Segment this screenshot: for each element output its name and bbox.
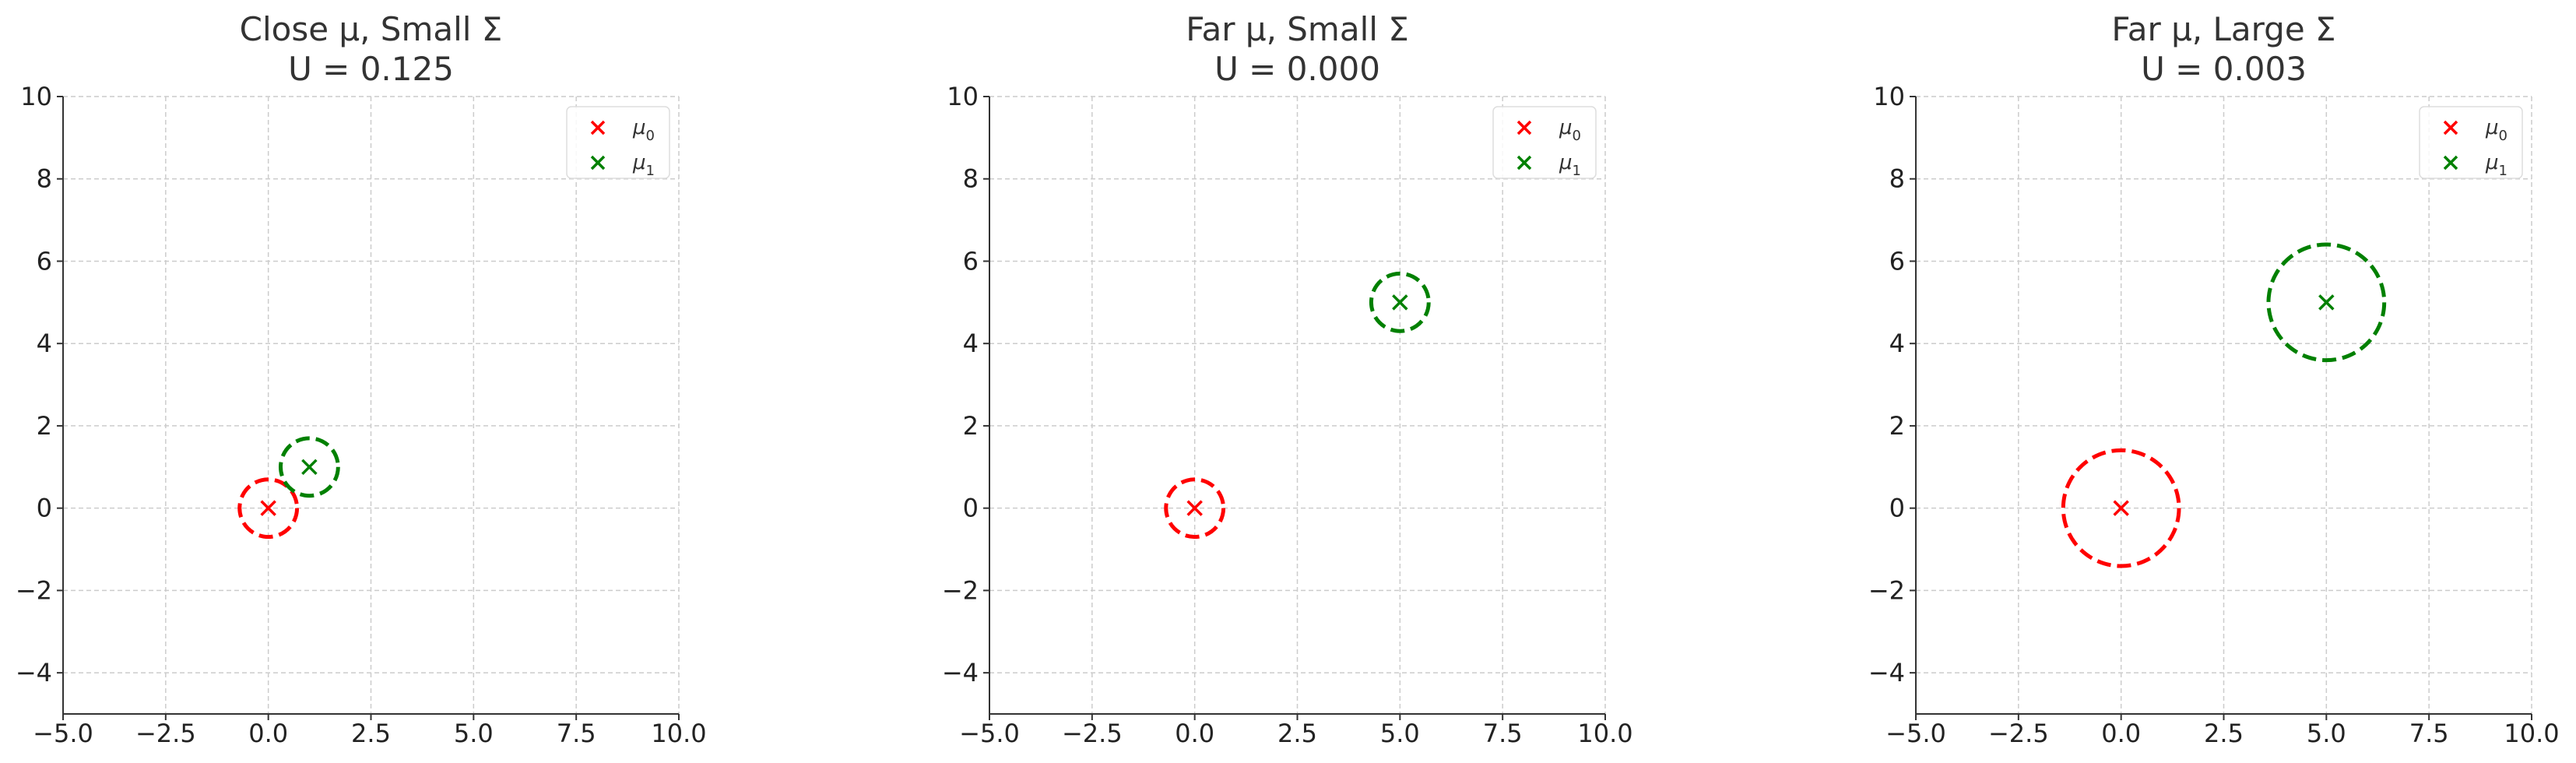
y-tick-label: 4 xyxy=(1889,329,1905,358)
legend-box xyxy=(1492,106,1597,179)
x-tick-label: −2.5 xyxy=(135,719,196,748)
x-tick-label: 5.0 xyxy=(2307,719,2346,748)
legend-marker xyxy=(590,155,606,171)
legend-label: μ0 xyxy=(2485,116,2507,144)
x-tick-label: 2.5 xyxy=(1277,719,1317,748)
chart-subtitle: U = 0.125 xyxy=(288,50,454,88)
x-tick-label: 2.5 xyxy=(2204,719,2244,748)
y-tick-label: 10 xyxy=(1873,82,1905,111)
x-tick-label: 0.0 xyxy=(248,719,288,748)
legend-label: μ1 xyxy=(632,151,655,179)
legend-marker xyxy=(590,120,606,135)
legend-marker xyxy=(2443,155,2458,171)
y-tick-label: 8 xyxy=(37,164,52,194)
covariance-circle-μ1 xyxy=(278,436,340,498)
x-tick-label: 7.5 xyxy=(557,719,596,748)
x-tick-label: 10.0 xyxy=(1577,719,1632,748)
y-tick-label: −2 xyxy=(942,575,979,605)
y-tick-label: 4 xyxy=(963,329,979,358)
chart-title: Far μ, Large Σ xyxy=(2111,10,2335,48)
x-tick-label: −2.5 xyxy=(1062,719,1123,748)
covariance-circle-μ0 xyxy=(237,477,300,540)
x-tick-label: 0.0 xyxy=(1175,719,1214,748)
chart-subtitle: U = 0.000 xyxy=(1214,50,1380,88)
subplots: −5.0 −2.5 0.0 2.5 5.0 7.5 10.0 −4 −2 0 2 4 6 8 10 Close… xyxy=(16,10,2560,748)
legend-label: μ1 xyxy=(1559,151,1581,179)
mean-marker-μ1 xyxy=(1392,294,1408,311)
legend-label: μ0 xyxy=(1559,116,1581,144)
covariance-circle-μ1 xyxy=(1369,271,1431,333)
chart-subtitle: U = 0.003 xyxy=(2141,50,2307,88)
subplot-2: −5.0 −2.5 0.0 2.5 5.0 7.5 10.0 −4 −2 0 2 4 6 8 10 Far μ… xyxy=(942,10,1633,748)
x-tick-label: 5.0 xyxy=(454,719,494,748)
legend-label: μ1 xyxy=(2485,151,2507,179)
y-tick-label: 0 xyxy=(1889,494,1905,523)
y-tick-label: 8 xyxy=(1889,164,1905,194)
mean-marker-μ1 xyxy=(301,459,318,476)
y-tick-label: −4 xyxy=(16,658,52,687)
mean-marker-μ0 xyxy=(1186,500,1203,516)
covariance-circle-μ0 xyxy=(1164,477,1226,540)
y-tick-label: 2 xyxy=(1889,411,1905,441)
legend-marker xyxy=(1516,155,1532,171)
y-tick-label: 2 xyxy=(963,411,979,441)
x-tick-label: 2.5 xyxy=(351,719,391,748)
x-tick-label: −5.0 xyxy=(33,719,93,748)
y-tick-label: −2 xyxy=(1868,575,1905,605)
subplot-1: −5.0 −2.5 0.0 2.5 5.0 7.5 10.0 −4 −2 0 2 4 6 8 10 Close… xyxy=(16,10,707,748)
y-tick-label: 2 xyxy=(37,411,52,441)
x-tick-label: 5.0 xyxy=(1380,719,1420,748)
covariance-circle-μ1 xyxy=(2266,242,2387,363)
subplot-3: −5.0 −2.5 0.0 2.5 5.0 7.5 10.0 −4 −2 0 2 4 6 8 10 Far μ… xyxy=(1868,10,2560,748)
x-tick-label: 7.5 xyxy=(2409,719,2449,748)
y-tick-label: 10 xyxy=(947,82,979,111)
chart-title: Far μ, Small Σ xyxy=(1186,10,1409,48)
y-tick-label: 6 xyxy=(963,246,979,276)
y-tick-label: 10 xyxy=(20,82,52,111)
legend-box xyxy=(566,106,670,179)
mean-marker-μ1 xyxy=(2318,294,2335,311)
mean-marker-μ0 xyxy=(260,500,276,516)
x-tick-label: −5.0 xyxy=(1885,719,1946,748)
y-tick-label: 4 xyxy=(37,329,52,358)
x-tick-label: 7.5 xyxy=(1483,719,1523,748)
y-tick-label: −4 xyxy=(942,658,979,687)
mean-marker-μ0 xyxy=(2113,500,2129,516)
x-tick-label: 0.0 xyxy=(2101,719,2141,748)
y-tick-label: −2 xyxy=(16,575,52,605)
x-tick-label: −2.5 xyxy=(1988,719,2049,748)
y-tick-label: 6 xyxy=(37,246,52,276)
legend-label: μ0 xyxy=(632,116,655,144)
legend-box xyxy=(2419,106,2523,179)
legend-marker xyxy=(2443,120,2458,135)
y-tick-label: 0 xyxy=(37,494,52,523)
x-tick-label: 10.0 xyxy=(651,719,706,748)
y-tick-label: 0 xyxy=(963,494,979,523)
y-tick-label: −4 xyxy=(1868,658,1905,687)
legend-marker xyxy=(1516,120,1532,135)
chart-title: Close μ, Small Σ xyxy=(240,10,503,48)
x-tick-label: −5.0 xyxy=(959,719,1020,748)
y-tick-label: 8 xyxy=(963,164,979,194)
x-tick-label: 10.0 xyxy=(2504,719,2559,748)
y-tick-label: 6 xyxy=(1889,246,1905,276)
covariance-circle-μ0 xyxy=(2061,448,2181,568)
